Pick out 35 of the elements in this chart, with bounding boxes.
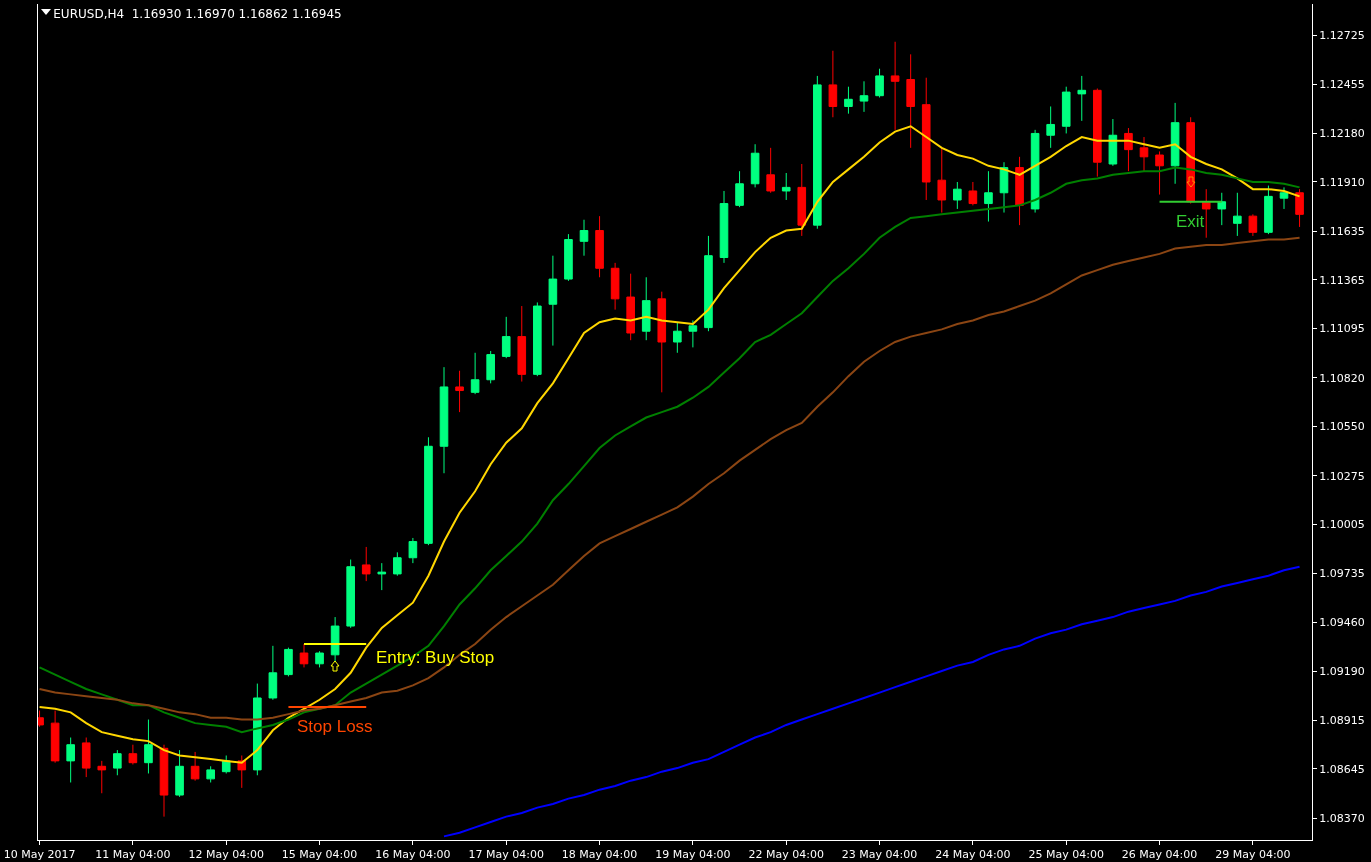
y-tick-label: 1.08370 (1319, 812, 1365, 826)
chart-title: EURUSD,H4 1.16930 1.16970 1.16862 1.16945 (53, 7, 342, 22)
x-tick-label: 10 May 2017 (3, 848, 76, 862)
y-tick-label: 1.10005 (1319, 518, 1365, 532)
x-tick-label: 16 May 04:00 (375, 848, 451, 862)
x-tick-label: 24 May 04:00 (935, 848, 1011, 862)
y-tick-label: 1.11365 (1319, 273, 1365, 287)
y-tick-label: 1.09735 (1319, 566, 1365, 580)
y-tick-label: 1.12455 (1319, 77, 1365, 91)
y-tick-label: 1.09460 (1319, 616, 1365, 630)
x-tick-label: 19 May 04:00 (655, 848, 731, 862)
y-tick-label: 1.10820 (1319, 371, 1365, 385)
y-tick-label: 1.11095 (1319, 322, 1365, 336)
y-tick-label: 1.12180 (1319, 127, 1365, 141)
y-tick-label: 1.11635 (1319, 225, 1365, 239)
x-tick-label: 12 May 04:00 (188, 848, 264, 862)
x-tick-label: 25 May 04:00 (1028, 848, 1104, 862)
x-tick-label: 17 May 04:00 (468, 848, 544, 862)
x-tick-label: 18 May 04:00 (561, 848, 638, 862)
x-tick-label: 15 May 04:00 (281, 848, 358, 862)
series-label: Exit (1176, 212, 1205, 231)
x-tick-label: 26 May 04:00 (1121, 848, 1198, 862)
y-tick-label: 1.12725 (1319, 29, 1365, 43)
y-tick-label: 1.08645 (1319, 762, 1365, 776)
y-tick-label: 1.10275 (1319, 469, 1365, 483)
x-tick-label: 23 May 04:00 (841, 848, 918, 862)
x-tick-label: 29 May 04:00 (1215, 848, 1291, 862)
legend-label: Entry: Buy Stop (376, 648, 495, 667)
x-tick-label: 22 May 04:00 (748, 848, 824, 862)
y-tick-label: 1.10550 (1319, 420, 1365, 434)
y-tick-label: 1.09190 (1319, 664, 1365, 678)
y-tick-label: 1.08915 (1319, 714, 1365, 728)
y-tick-label: 1.11910 (1319, 175, 1365, 189)
x-tick-label: 11 May 04:00 (95, 848, 171, 862)
series-label: Stop Loss (297, 717, 373, 736)
